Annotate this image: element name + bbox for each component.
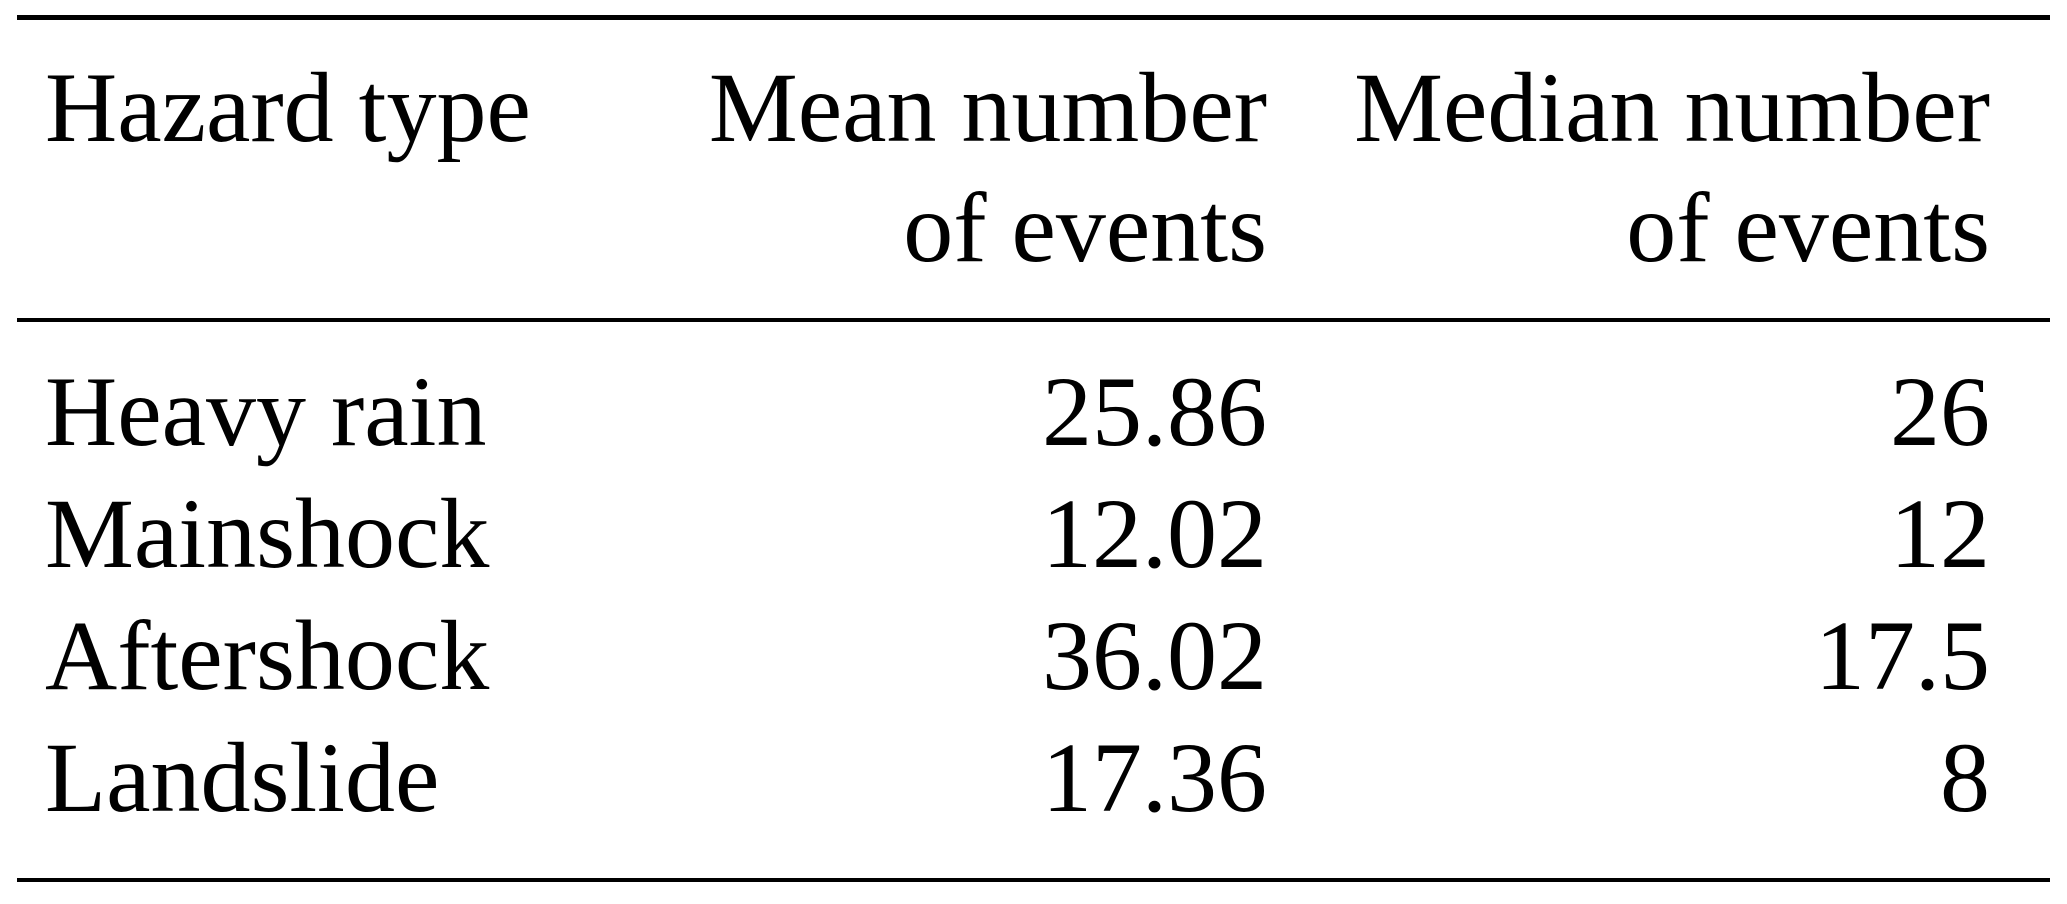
mean-events-cell: 25.86: [1042, 356, 1267, 467]
column-header-mean-number: Mean number of events: [646, 17, 1268, 322]
hazard-type-cell: Mainshock: [45, 478, 490, 589]
table-row: Landslide 17.36 8: [17, 717, 2050, 880]
median-events-cell: 12: [1890, 478, 1990, 589]
hazard-type-cell: Aftershock: [45, 600, 490, 711]
header-line-1: Mean number: [708, 52, 1267, 163]
mean-events-cell: 17.36: [1042, 722, 1267, 833]
header-row: Hazard type Mean number of events Median…: [17, 17, 2050, 322]
column-header-median-number: Median number of events: [1268, 17, 2050, 322]
header-line-2: of events: [1626, 172, 1990, 283]
mean-events-cell: 12.02: [1042, 478, 1267, 589]
median-events-cell: 26: [1890, 356, 1990, 467]
table-header: Hazard type Mean number of events Median…: [17, 17, 2050, 322]
table-body: Heavy rain 25.86 26 Mainshock 12.02 12 A…: [17, 320, 2050, 880]
table-container: Hazard type Mean number of events Median…: [17, 15, 2050, 882]
header-line-2: of events: [903, 172, 1267, 283]
table-row: Aftershock 36.02 17.5: [17, 595, 2050, 717]
median-events-cell: 8: [1940, 722, 1990, 833]
column-header-hazard-type: Hazard type: [17, 17, 646, 322]
mean-events-cell: 36.02: [1042, 600, 1267, 711]
table-row: Heavy rain 25.86 26: [17, 320, 2050, 473]
hazard-type-cell: Heavy rain: [45, 356, 487, 467]
header-line-1: Hazard type: [45, 52, 531, 163]
median-events-cell: 17.5: [1815, 600, 1990, 711]
hazard-type-cell: Landslide: [45, 722, 440, 833]
header-line-1: Median number: [1354, 52, 1990, 163]
table-row: Mainshock 12.02 12: [17, 473, 2050, 595]
hazard-events-table: Hazard type Mean number of events Median…: [17, 15, 2050, 882]
